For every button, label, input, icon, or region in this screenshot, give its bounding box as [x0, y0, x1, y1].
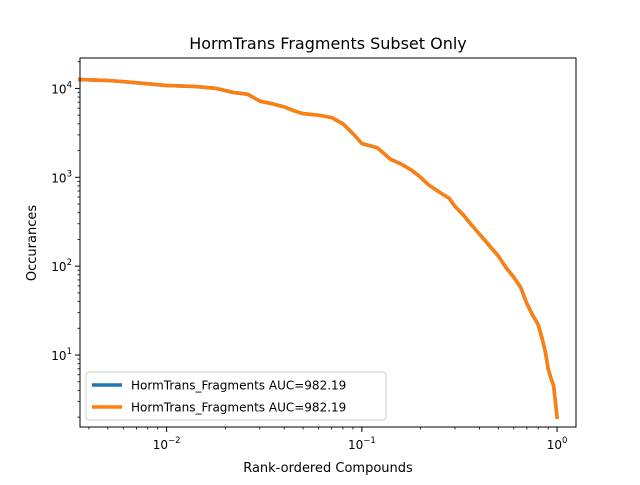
- y-tick-label: 102: [51, 258, 72, 274]
- x-tick-label: 10−2: [153, 436, 181, 452]
- legend-box: [85, 371, 387, 421]
- legend: HormTrans_Fragments AUC=982.19 HormTrans_…: [85, 371, 387, 421]
- axis-ticks: 10−2 10−1 100 101 102 103 104: [51, 61, 568, 452]
- axes-frame: [79, 57, 577, 428]
- legend-label-1: HormTrans_Fragments AUC=982.19: [131, 379, 346, 393]
- y-tick-label: 101: [51, 347, 72, 363]
- series-line-2: [78, 77, 560, 420]
- x-tick-label: 100: [547, 436, 568, 452]
- y-tick-label: 104: [51, 80, 72, 96]
- y-axis-label: Occurances: [25, 205, 40, 281]
- plot-area: [78, 77, 560, 420]
- y-tick-label: 103: [51, 169, 72, 185]
- legend-label-2: HormTrans_Fragments AUC=982.19: [131, 401, 346, 415]
- chart-title: HormTrans Fragments Subset Only: [189, 34, 467, 53]
- x-tick-label: 10−1: [348, 436, 376, 452]
- x-axis-label: Rank-ordered Compounds: [243, 461, 413, 476]
